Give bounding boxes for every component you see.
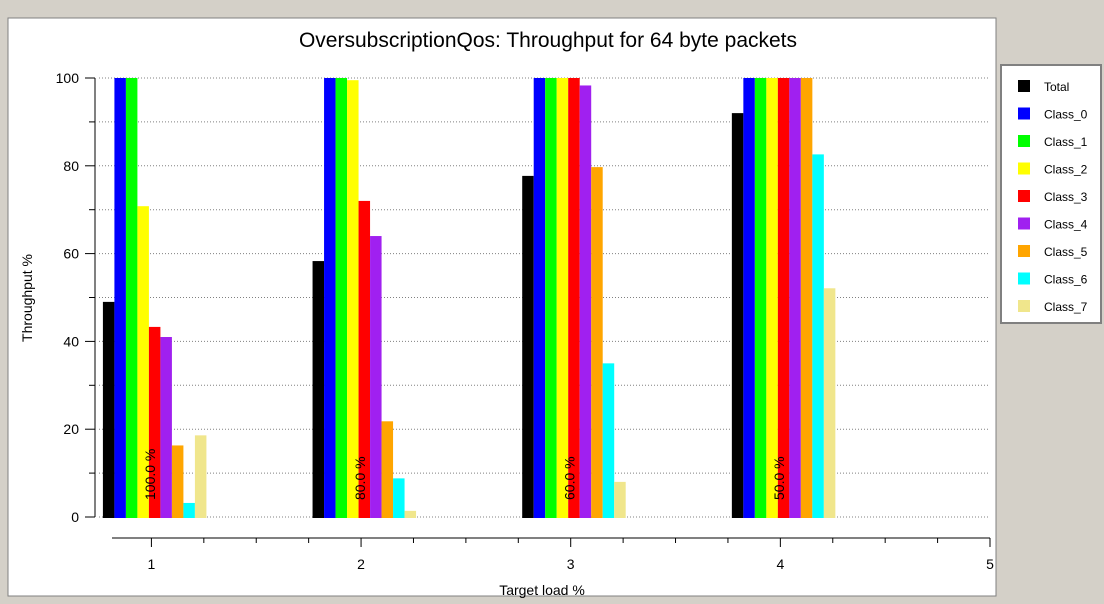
legend-label-class_6: Class_6 xyxy=(1044,273,1088,287)
legend-swatch-class_5 xyxy=(1018,245,1030,257)
legend-box xyxy=(1000,64,1102,324)
bar-class_3-1 xyxy=(148,326,161,518)
legend-label-class_4: Class_4 xyxy=(1044,218,1088,232)
bars xyxy=(102,78,836,519)
legend-swatch-class_0 xyxy=(1018,107,1030,120)
bar-class_0-3 xyxy=(533,78,546,518)
bar-class_1-3 xyxy=(545,78,557,518)
bar-class_7-2 xyxy=(404,510,417,518)
load-annotation: 100.0 % xyxy=(142,449,158,500)
bar-class_0-2 xyxy=(324,78,336,518)
legend-swatch-class_6 xyxy=(1018,272,1030,285)
bar-class_5-3 xyxy=(591,167,603,518)
y-tick-label: 40 xyxy=(63,333,79,349)
bar-class_7-4 xyxy=(823,288,836,518)
legend-swatch-class_2 xyxy=(1018,162,1030,175)
x-tick-label: 5 xyxy=(986,556,994,572)
chart-title: OversubscriptionQos: Throughput for 64 b… xyxy=(299,29,797,52)
x-tick-label: 1 xyxy=(148,556,156,572)
bar-class_1-2 xyxy=(335,78,348,518)
legend-swatch-class_4 xyxy=(1018,217,1030,230)
x-tick-label: 2 xyxy=(357,556,365,572)
y-tick-label: 0 xyxy=(71,509,79,525)
axes: 0 20 40 60 80 100 1 2 3 4 5 xyxy=(56,70,994,572)
bar-class_0-4 xyxy=(743,78,755,518)
bar-total-2 xyxy=(312,261,325,518)
bar-class_1-1 xyxy=(125,78,138,518)
y-axis-label: Throughput % xyxy=(19,254,35,342)
bar-class_3-4 xyxy=(777,78,790,518)
legend-swatch-class_3 xyxy=(1018,190,1030,202)
legend-swatch-total xyxy=(1018,80,1030,92)
y-tick-label: 80 xyxy=(63,158,79,174)
legend-swatch-class_7 xyxy=(1018,300,1030,312)
y-tick-label: 60 xyxy=(63,246,79,262)
bar-class_2-1 xyxy=(137,206,149,519)
bar-class_6-3 xyxy=(602,363,615,518)
legend-label-total: Total xyxy=(1044,80,1069,94)
legend: Total Class_0 Class_1 Class_2 Class_3 Class_4… xyxy=(1000,64,1104,326)
bar-class_6-2 xyxy=(393,478,405,518)
x-tick-label: 3 xyxy=(567,556,575,572)
bar-class_6-1 xyxy=(183,502,195,518)
legend-label-class_3: Class_3 xyxy=(1044,190,1088,204)
bar-class_3-2 xyxy=(358,200,371,519)
bar-class_5-4 xyxy=(800,78,813,518)
load-annotation: 80.0 % xyxy=(352,456,368,500)
y-tick-label: 100 xyxy=(56,70,80,86)
bar-class_2-3 xyxy=(556,78,569,518)
bar-class_7-3 xyxy=(614,481,626,518)
legend-label-class_7: Class_7 xyxy=(1044,300,1088,314)
legend-label-class_2: Class_2 xyxy=(1044,163,1088,177)
bar-class_6-4 xyxy=(812,154,824,519)
bar-total-1 xyxy=(102,301,115,518)
bar-class_3-3 xyxy=(568,78,580,518)
bar-total-4 xyxy=(731,113,744,519)
bar-class_2-2 xyxy=(347,80,359,518)
legend-label-class_5: Class_5 xyxy=(1044,245,1088,259)
bar-class_4-1 xyxy=(160,337,172,518)
bar-class_5-2 xyxy=(381,421,394,518)
bar-class_4-2 xyxy=(370,236,382,519)
bar-class_4-4 xyxy=(789,78,801,518)
legend-label-class_1: Class_1 xyxy=(1044,135,1088,149)
legend-swatch-class_1 xyxy=(1018,135,1030,147)
x-axis-label: Target load % xyxy=(499,582,585,598)
bar-class_4-3 xyxy=(579,85,592,518)
legend-label-class_0: Class_0 xyxy=(1044,108,1088,122)
bar-class_7-1 xyxy=(194,435,207,518)
bar-class_2-4 xyxy=(766,78,778,518)
load-annotation: 50.0 % xyxy=(771,456,787,500)
load-annotation: 60.0 % xyxy=(561,456,577,500)
bar-total-3 xyxy=(522,175,534,518)
y-tick-label: 20 xyxy=(63,421,79,437)
bar-class_5-1 xyxy=(171,445,184,518)
x-tick-label: 4 xyxy=(776,556,784,572)
annotations: 100.0 % 80.0 % 60.0 % 50.0 % xyxy=(142,449,787,500)
bar-class_1-4 xyxy=(754,78,767,518)
bar-class_0-1 xyxy=(114,78,126,518)
